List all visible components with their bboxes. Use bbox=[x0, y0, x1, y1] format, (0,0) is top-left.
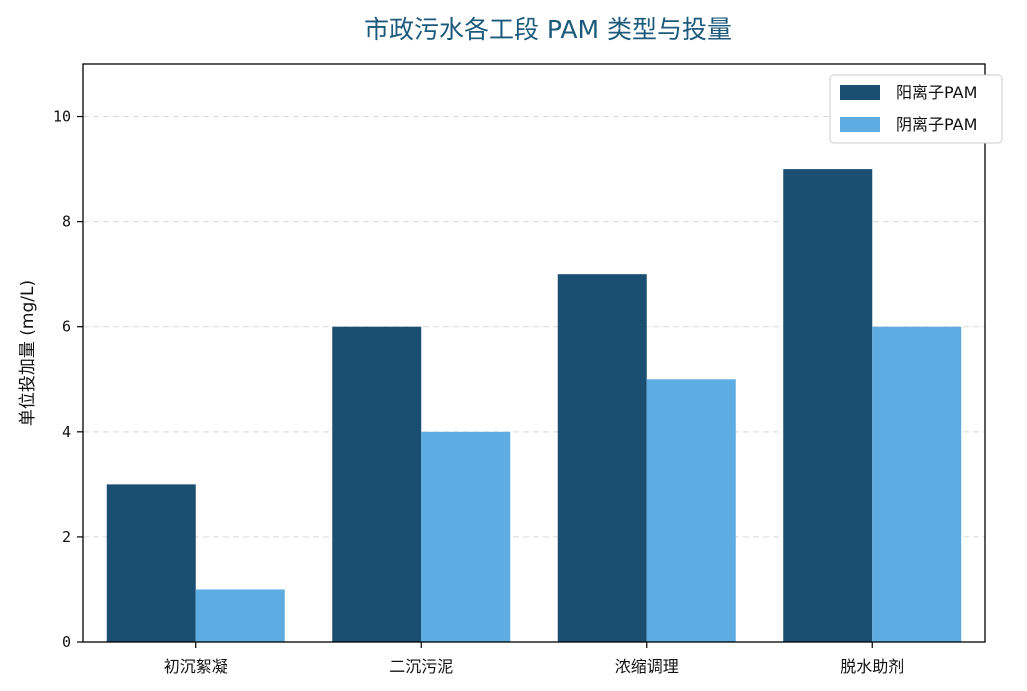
bar-cationic-3 bbox=[557, 274, 647, 642]
legend-swatch bbox=[840, 85, 880, 100]
legend: 阳离子PAM 阴离子PAM bbox=[829, 74, 1003, 144]
bar-anionic-2 bbox=[421, 431, 511, 642]
legend-swatch bbox=[840, 117, 880, 132]
y-axis-ticks: 0 2 4 6 8 10 bbox=[53, 108, 83, 651]
bars bbox=[106, 169, 962, 642]
y-axis-label: 单位投加量 (mg/L) bbox=[18, 280, 38, 426]
bar-anionic-3 bbox=[646, 379, 736, 642]
chart-title: 市政污水各工段 PAM 类型与投量 bbox=[364, 15, 732, 44]
x-tick-label: 浓缩调理 bbox=[615, 657, 679, 676]
y-tick-label: 8 bbox=[62, 213, 71, 231]
bar-anionic-4 bbox=[872, 326, 962, 642]
x-tick-label: 脱水助剂 bbox=[840, 657, 904, 676]
bar-cationic-2 bbox=[332, 326, 422, 642]
bar-anionic-1 bbox=[195, 589, 285, 642]
y-tick-label: 4 bbox=[62, 423, 71, 441]
y-tick-label: 10 bbox=[53, 108, 71, 126]
bar-cationic-4 bbox=[783, 169, 873, 642]
legend-label: 阴离子PAM bbox=[896, 115, 977, 134]
y-tick-label: 2 bbox=[62, 528, 71, 546]
plot-frame bbox=[82, 63, 986, 643]
x-tick-label: 二沉污泥 bbox=[389, 657, 453, 676]
legend-label: 阳离子PAM bbox=[896, 83, 977, 102]
y-tick-label: 0 bbox=[62, 633, 71, 651]
y-tick-label: 6 bbox=[62, 318, 71, 336]
bar-cationic-1 bbox=[106, 484, 196, 642]
x-tick-label: 初沉絮凝 bbox=[164, 657, 228, 676]
x-axis-ticks: 初沉絮凝 二沉污泥 浓缩调理 脱水助剂 bbox=[164, 642, 904, 676]
